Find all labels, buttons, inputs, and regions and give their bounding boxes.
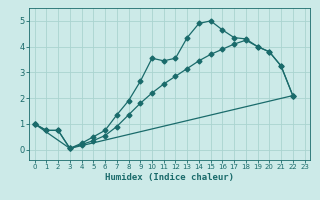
- X-axis label: Humidex (Indice chaleur): Humidex (Indice chaleur): [105, 173, 234, 182]
